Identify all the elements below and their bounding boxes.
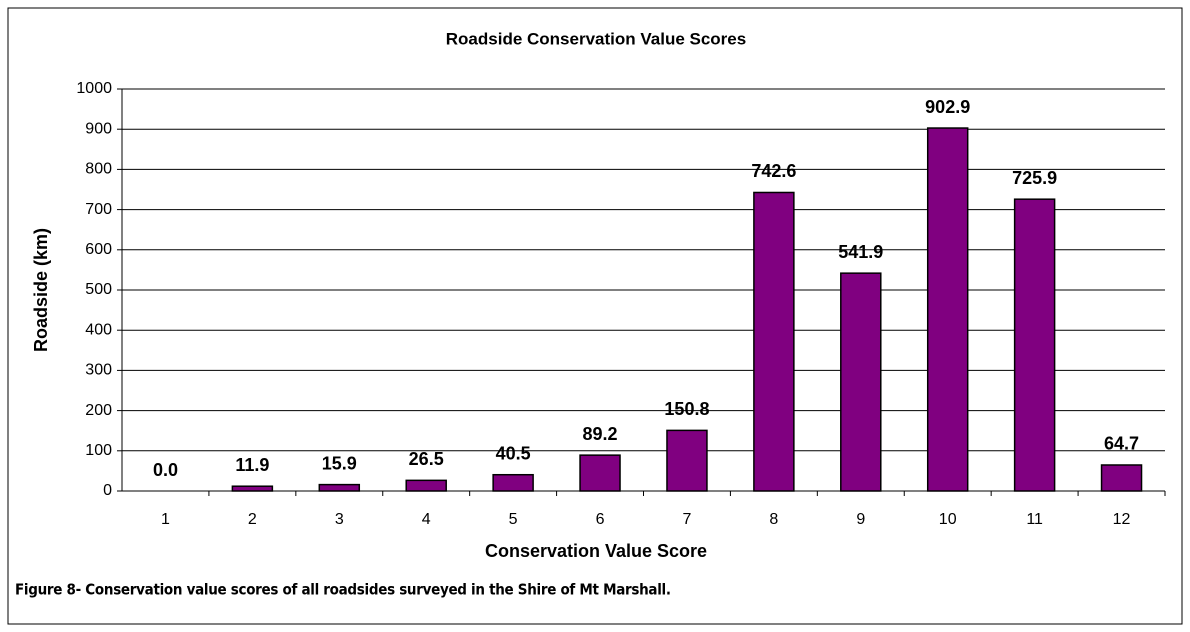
x-tick-label: 3 [335,511,344,528]
x-tick-label: 1 [161,511,170,528]
y-tick-label: 900 [85,120,112,137]
x-tick-label: 6 [596,511,605,528]
data-label: 742.6 [751,161,796,181]
data-label: 89.2 [583,424,618,444]
x-tick-label: 2 [248,511,257,528]
x-tick-label: 9 [856,511,865,528]
data-label: 0.0 [153,460,178,480]
data-label: 11.9 [235,455,269,475]
bar [753,191,795,492]
data-label: 902.9 [925,97,970,117]
y-tick-label: 300 [85,362,112,379]
bar [231,485,274,492]
data-label: 40.5 [496,443,531,463]
bar [318,483,361,492]
y-tick-label: 600 [85,241,112,258]
caption: Figure 8- Conservation value scores of a… [15,581,671,599]
data-label: 150.8 [664,399,709,419]
bar [405,479,447,492]
data-label: 541.9 [838,242,883,262]
x-axis-title: Conservation Value Score [485,541,707,561]
x-tick-label: 4 [422,511,431,528]
x-tick-label: 8 [769,511,778,528]
bar [840,272,882,492]
bar [1100,464,1143,492]
x-tick-label: 12 [1113,511,1131,528]
data-label: 725.9 [1012,168,1057,188]
chart-border [7,7,1183,625]
y-tick-label: 200 [85,402,112,419]
bar [666,429,708,492]
y-tick-label: 800 [85,161,112,178]
y-tick-label: 700 [85,201,112,218]
y-tick-label: 100 [85,442,112,459]
bar [1013,198,1056,492]
bar [492,473,534,492]
y-tick-label: 400 [85,321,112,338]
y-tick-label: 0 [103,482,112,499]
y-tick-label: 500 [85,281,112,298]
x-tick-label: 11 [1026,511,1043,528]
bar [579,454,621,492]
y-tick-label: 1000 [76,80,112,97]
data-label: 15.9 [322,453,357,473]
bar [926,127,969,492]
y-axis-title: Roadside (km) [31,228,51,352]
chart-title: Roadside Conservation Value Scores [446,29,746,48]
x-tick-label: 7 [683,511,692,528]
data-label: 26.5 [409,449,444,469]
x-tick-label: 5 [509,511,518,528]
data-label: 64.7 [1104,434,1139,454]
x-tick-label: 10 [939,511,957,528]
